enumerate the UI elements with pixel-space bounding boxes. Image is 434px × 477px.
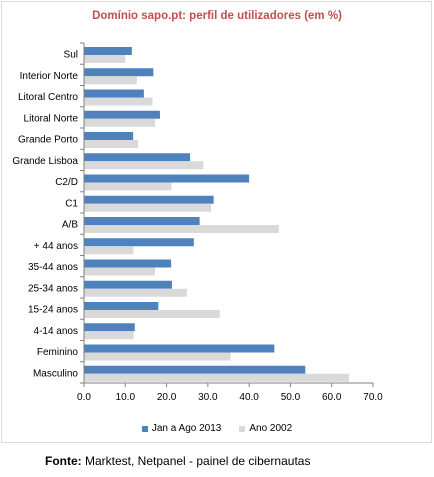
source-text: Marktest, Netpanel - painel de cibernaut… <box>81 454 311 468</box>
category-label: Litoral Centro <box>18 92 78 103</box>
legend-item-series-1: Jan a Ago 2013 <box>141 423 222 434</box>
category-label: A/B <box>62 220 78 231</box>
category-label: 35-44 anos <box>28 262 78 273</box>
bar-series-1 <box>84 89 144 98</box>
bar-chart: Sul Interior Norte Litoral Centro Litoral N… <box>12 42 383 403</box>
bar-series-2 <box>84 182 172 191</box>
chart-title: Domínio sapo.pt: perfil de utilizadores … <box>92 10 342 22</box>
legend: Jan a Ago 2013 Ano 2002 <box>0 423 434 434</box>
x-tick-label: 0.0 <box>77 392 91 403</box>
source-label: Fonte: <box>45 454 82 468</box>
legend-label-series-1: Jan a Ago 2013 <box>151 423 222 434</box>
bar-series-2 <box>84 352 231 361</box>
bar-series-1 <box>84 280 172 289</box>
bar-series-1 <box>84 153 191 162</box>
category-label: Sul <box>64 50 78 61</box>
category-label: Feminino <box>37 347 79 358</box>
bar-series-1 <box>84 259 172 268</box>
bar-series-1 <box>84 195 214 204</box>
bar-series-1 <box>84 174 250 183</box>
x-tick-label: 40.0 <box>239 392 259 403</box>
x-tick-label: 70.0 <box>363 392 383 403</box>
category-label: 25-34 anos <box>28 283 78 294</box>
bar-series-1 <box>84 47 132 55</box>
category-label: Litoral Norte <box>24 113 79 124</box>
bar-series-2 <box>84 373 350 382</box>
bar-series-1 <box>84 68 154 77</box>
legend-swatch-series-2 <box>239 425 246 432</box>
bar-series-1 <box>84 110 160 119</box>
category-label: Grande Lisboa <box>12 156 78 167</box>
bar-series-1 <box>84 302 159 310</box>
bar-series-2 <box>84 203 212 212</box>
bar-series-2 <box>84 225 279 233</box>
bar-series-2 <box>84 140 139 148</box>
bar-series-2 <box>84 267 156 276</box>
bar-series-2 <box>84 161 204 170</box>
bar-series-2 <box>84 310 220 318</box>
category-label: 15-24 anos <box>28 305 78 316</box>
category-label: + 44 anos <box>34 241 78 252</box>
category-label: C1 <box>65 198 78 209</box>
bar-series-1 <box>84 344 275 353</box>
bar-series-1 <box>84 132 134 140</box>
source-note: Fonte: Marktest, Netpanel - painel de ci… <box>45 454 310 468</box>
category-label: Interior Norte <box>20 71 79 82</box>
bar-series-2 <box>84 118 156 127</box>
bar-series-2 <box>84 246 134 255</box>
x-tick-label: 30.0 <box>198 392 218 403</box>
bar-series-1 <box>84 323 135 332</box>
bar-series-2 <box>84 76 137 85</box>
category-label: Masculino <box>33 368 78 379</box>
x-tick-label: 50.0 <box>281 392 301 403</box>
bar-series-1 <box>84 238 194 247</box>
x-tick-label: 10.0 <box>116 392 136 403</box>
bar-series-2 <box>84 55 126 63</box>
legend-swatch-series-1 <box>141 425 148 432</box>
category-label: Grande Porto <box>18 135 78 146</box>
x-tick-label: 60.0 <box>322 392 342 403</box>
bar-series-2 <box>84 97 153 106</box>
legend-item-series-2: Ano 2002 <box>239 423 292 434</box>
bar-series-1 <box>84 365 306 374</box>
category-label: 4-14 anos <box>34 326 78 337</box>
bar-series-1 <box>84 217 200 225</box>
bar-series-2 <box>84 331 134 340</box>
legend-label-series-2: Ano 2002 <box>249 423 293 434</box>
x-tick-label: 20.0 <box>157 392 177 403</box>
category-label: C2/D <box>55 177 78 188</box>
bar-series-2 <box>84 288 187 297</box>
